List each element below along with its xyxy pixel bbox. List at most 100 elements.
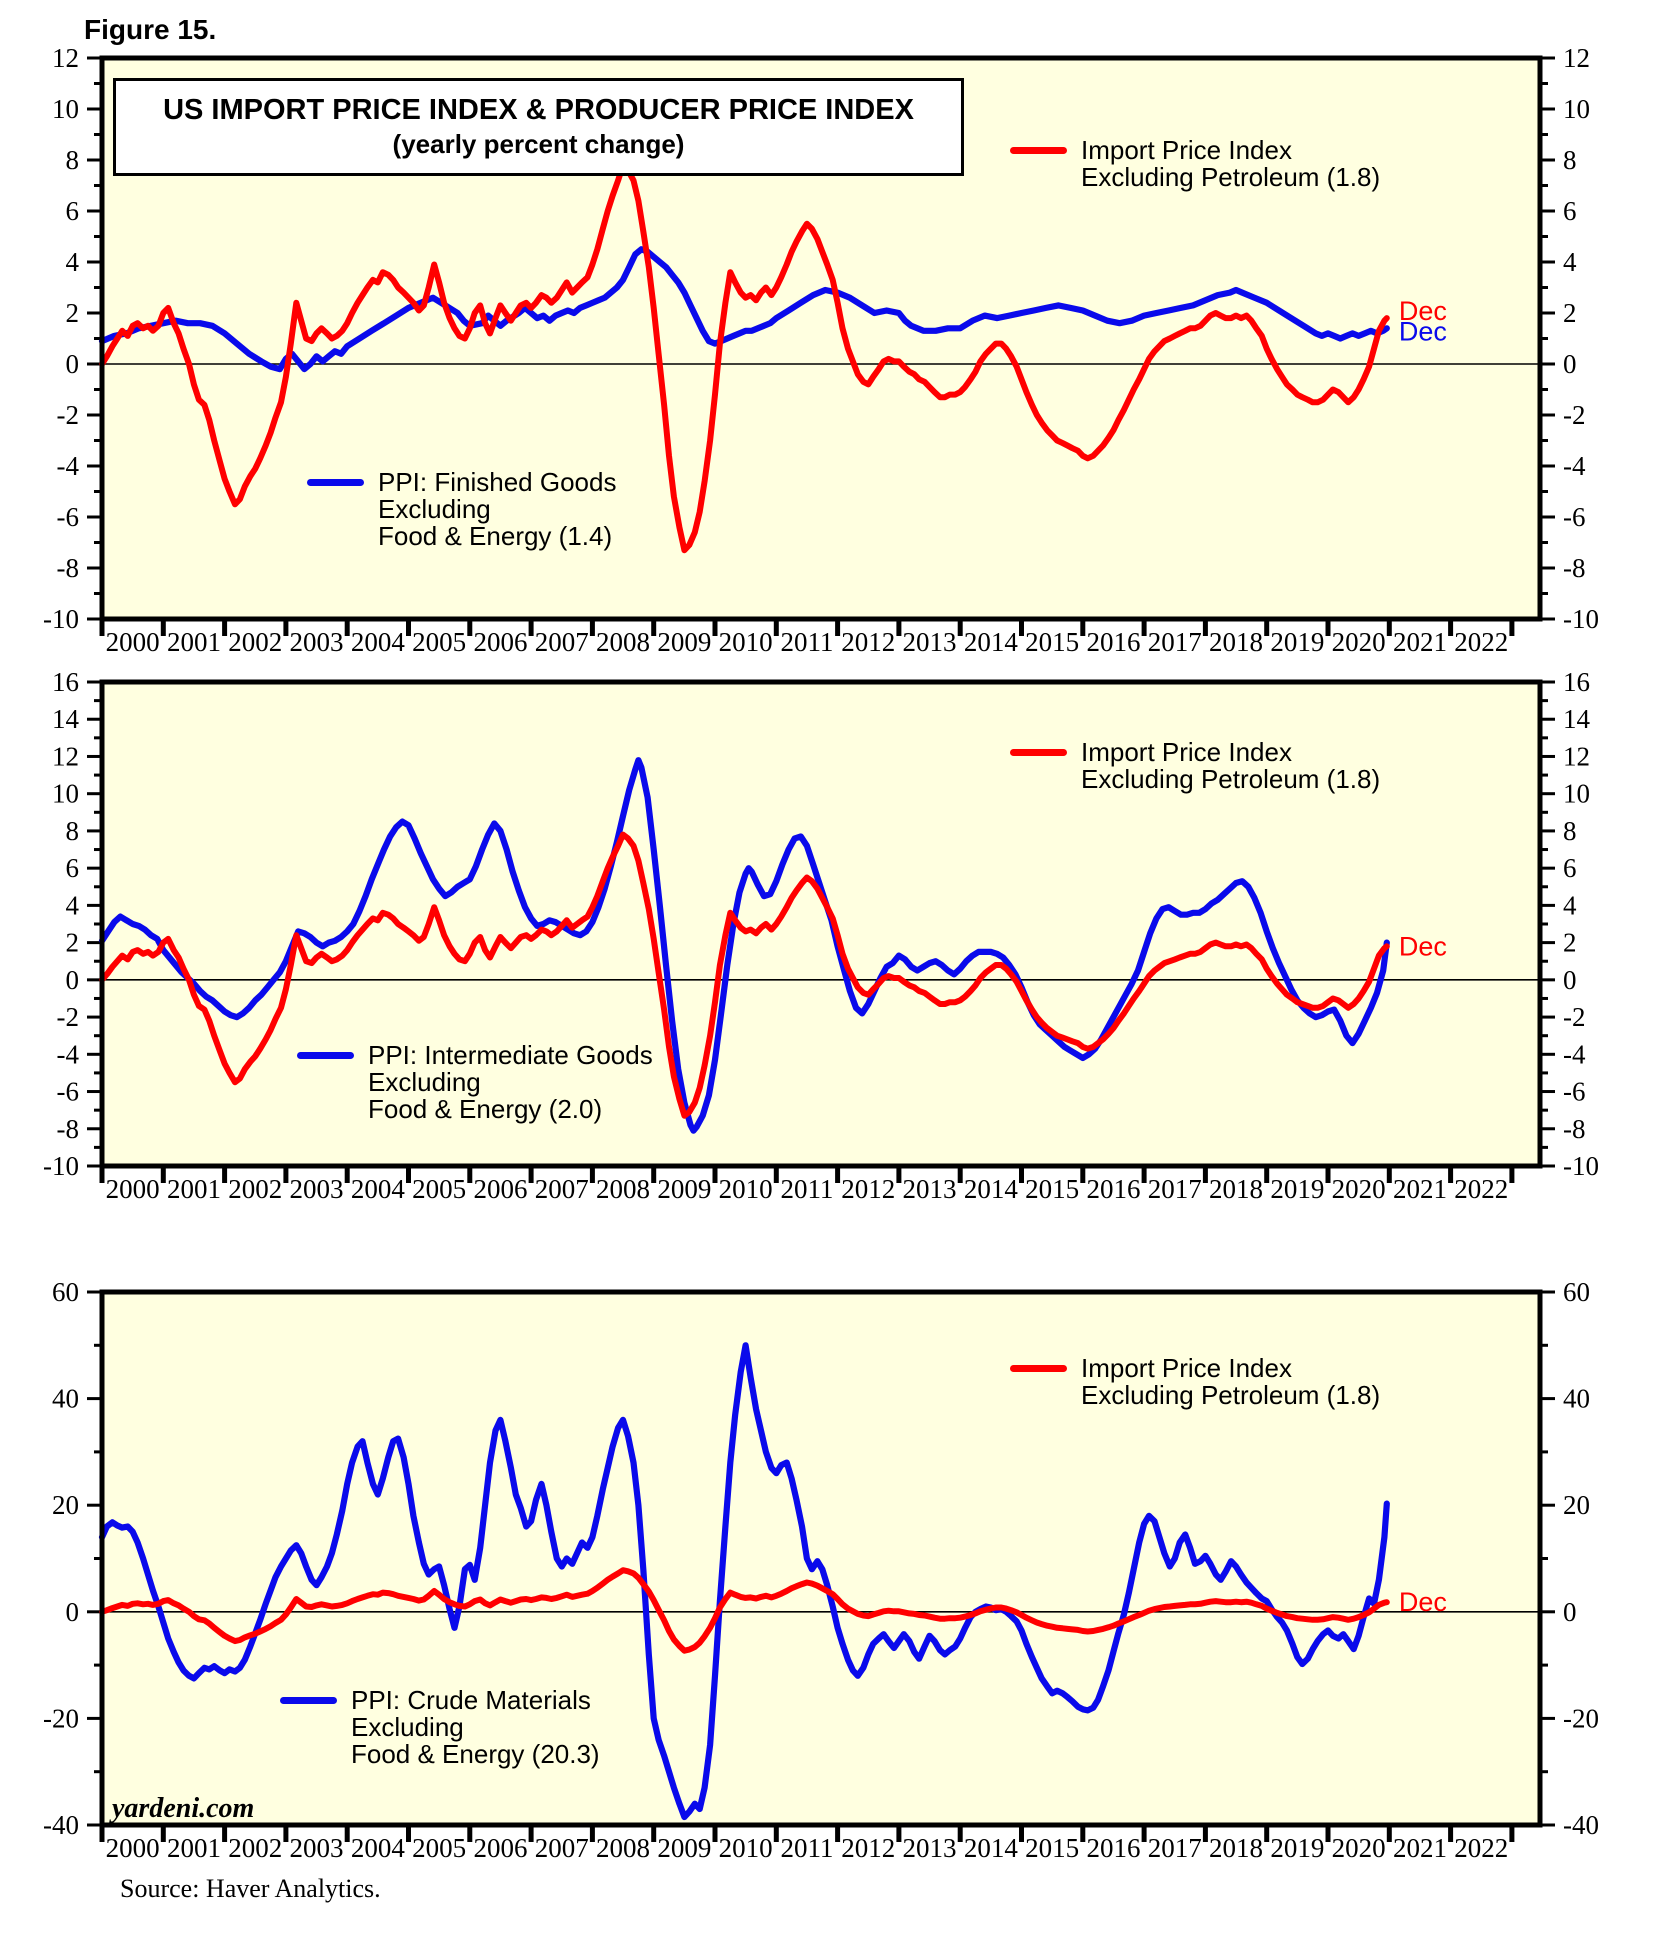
y-tick-label-right: -6 [1563,1077,1586,1107]
legend-import-price-0: Import Price Index Excluding Petroleum (1… [1010,137,1380,191]
legend-ppi-1-line: PPI: Intermediate Goods [368,1040,653,1070]
y-tick-label-left: 16 [52,667,79,697]
x-year-label: 2014 [964,1833,1019,1863]
legend-import-price-1: Import Price Index Excluding Petroleum (1… [1010,739,1380,793]
y-tick-label-right: -20 [1563,1703,1599,1733]
x-year-label: 2020 [1332,627,1386,657]
dec-label-red: Dec [1399,296,1447,326]
x-year-label: 2014 [964,1174,1019,1204]
x-year-label: 2002 [228,627,282,657]
y-tick-label-left: 12 [52,43,79,73]
ppi-line [98,246,1390,373]
legend-ppi-1-text: PPI: Intermediate Goods Excluding Food & E… [368,1042,653,1123]
y-tick-label-left: 0 [66,965,80,995]
x-year-label: 2012 [841,1833,895,1863]
x-year-label: 2011 [780,1174,833,1204]
chart-title: US IMPORT PRICE INDEX & PRODUCER PRICE I… [163,94,914,126]
y-tick-label-right: 2 [1563,928,1577,958]
legend-ppi-2-line: Excluding [351,1712,464,1742]
x-year-label: 2005 [412,627,466,657]
legend-ppi-1-line: Food & Energy (2.0) [368,1094,603,1124]
y-tick-label-right: 20 [1563,1490,1590,1520]
x-year-label: 2002 [228,1833,282,1863]
import-price-line [99,831,1390,1119]
y-tick-label-right: -10 [1563,1151,1599,1181]
x-year-label: 2016 [1086,1833,1140,1863]
legend-ppi-2-line: Food & Energy (20.3) [351,1739,600,1769]
y-tick-label-left: -40 [43,1810,79,1840]
legend-import-price-1-text: Import Price Index Excluding Petroleum (1… [1081,739,1380,793]
y-tick-label-right: -4 [1563,451,1586,481]
y-tick-label-right: 8 [1563,816,1577,846]
y-tick-label-left: -2 [57,400,80,430]
x-year-label: 2022 [1454,1833,1508,1863]
x-year-label: 2006 [473,627,527,657]
x-year-label: 2011 [780,627,833,657]
y-tick-label-left: 2 [66,928,80,958]
x-year-label: 2020 [1332,1174,1386,1204]
legend-import-price-2-line: Excluding Petroleum (1.8) [1081,1380,1381,1410]
chart-subtitle: (yearly percent change) [392,129,685,159]
y-tick-label-right: -6 [1563,502,1586,532]
x-year-label: 2012 [841,1174,895,1204]
y-tick-label-left: -4 [57,1039,80,1069]
x-year-label: 2015 [1025,627,1079,657]
legend-import-price-0-line: Excluding Petroleum (1.8) [1081,162,1381,192]
x-year-label: 2017 [1148,627,1202,657]
x-year-label: 2009 [657,1174,711,1204]
y-tick-label-left: 20 [52,1490,79,1520]
x-year-label: 2013 [903,1174,957,1204]
x-year-label: 2013 [903,627,957,657]
y-tick-label-right: 8 [1563,145,1577,175]
x-year-label: 2008 [596,1174,650,1204]
y-tick-label-left: 0 [66,1597,80,1627]
x-year-label: 2013 [903,1833,957,1863]
legend-ppi-0-swatch [307,479,364,486]
y-tick-label-left: 60 [52,1277,79,1307]
x-year-label: 2010 [719,1833,773,1863]
y-tick-label-left: -6 [57,1077,80,1107]
x-year-label: 2005 [412,1174,466,1204]
y-tick-label-right: -2 [1563,1002,1586,1032]
x-year-label: 2009 [657,1833,711,1863]
y-tick-label-left: -8 [57,1114,80,1144]
y-tick-label-left: 40 [52,1384,79,1414]
x-year-label: 2006 [473,1174,527,1204]
plot-area [102,682,1540,1166]
x-year-label: 2006 [473,1833,527,1863]
y-tick-label-right: -4 [1563,1039,1586,1069]
x-year-label: 2018 [1209,1833,1263,1863]
x-year-label: 2019 [1270,627,1324,657]
legend-ppi-0-line: Excluding [378,494,491,524]
x-year-label: 2019 [1270,1833,1324,1863]
y-tick-label-left: 0 [66,349,80,379]
y-tick-label-right: -8 [1563,553,1586,583]
panel-frame [99,1289,1543,1828]
y-tick-label-left: 4 [66,890,80,920]
legend-import-price-0-text: Import Price Index Excluding Petroleum (1… [1081,137,1380,191]
y-tick-label-right: 12 [1563,43,1590,73]
y-tick-label-left: 10 [52,94,79,124]
figure-label: Figure 15. [84,14,217,45]
source-note: Source: Haver Analytics. [120,1874,381,1903]
y-tick-label-right: 0 [1563,349,1577,379]
x-year-label: 2014 [964,627,1019,657]
y-tick-label-left: -10 [43,1151,79,1181]
legend-ppi-0-text: PPI: Finished Goods Excluding Food & Energ… [378,469,616,550]
y-tick-label-right: 0 [1563,1597,1577,1627]
x-year-label: 2010 [719,627,773,657]
x-year-label: 2017 [1148,1833,1202,1863]
y-tick-label-left: -2 [57,1002,80,1032]
y-tick-label-right: 6 [1563,853,1577,883]
y-tick-label-right: 12 [1563,741,1590,771]
x-year-label: 2022 [1454,1174,1508,1204]
y-tick-label-left: 14 [52,704,80,734]
x-year-label: 2007 [535,1174,589,1204]
x-year-label: 2019 [1270,1174,1324,1204]
y-tick-label-right: 60 [1563,1277,1590,1307]
panel-frame [99,55,1543,622]
intermediate-goods-panel: -10 -10 -8 -8 -6 -6 -4 -4 -2 -2 0 0 2 2 4 4 6 6 8 8 10 10 12 12… [43,667,1599,1204]
